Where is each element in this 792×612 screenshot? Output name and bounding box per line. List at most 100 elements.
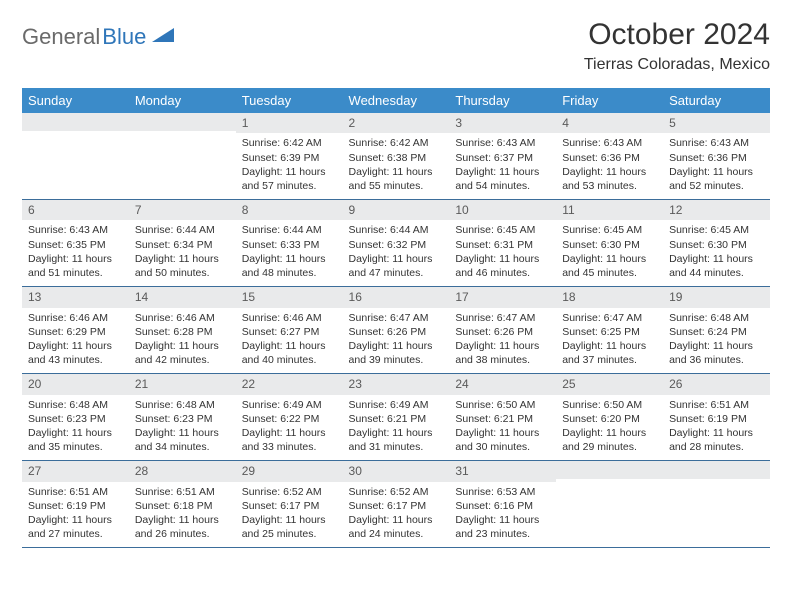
weekday-header: Saturday	[663, 88, 770, 113]
daylight-line: Daylight: 11 hours and 30 minutes.	[455, 426, 550, 454]
daylight-line: Daylight: 11 hours and 50 minutes.	[135, 252, 230, 280]
day-number: 9	[343, 200, 450, 220]
day-content: Sunrise: 6:45 AMSunset: 6:30 PMDaylight:…	[556, 220, 663, 286]
sunset-line: Sunset: 6:36 PM	[669, 151, 764, 165]
sunrise-line: Sunrise: 6:44 AM	[349, 223, 444, 237]
sunrise-line: Sunrise: 6:49 AM	[242, 398, 337, 412]
sunrise-line: Sunrise: 6:44 AM	[135, 223, 230, 237]
calendar-day-cell: 26Sunrise: 6:51 AMSunset: 6:19 PMDayligh…	[663, 374, 770, 461]
day-content: Sunrise: 6:43 AMSunset: 6:37 PMDaylight:…	[449, 133, 556, 199]
day-number	[129, 113, 236, 131]
calendar-day-cell: 13Sunrise: 6:46 AMSunset: 6:29 PMDayligh…	[22, 287, 129, 374]
calendar-day-cell: 30Sunrise: 6:52 AMSunset: 6:17 PMDayligh…	[343, 461, 450, 548]
sunset-line: Sunset: 6:19 PM	[28, 499, 123, 513]
daylight-line: Daylight: 11 hours and 43 minutes.	[28, 339, 123, 367]
day-content: Sunrise: 6:48 AMSunset: 6:24 PMDaylight:…	[663, 308, 770, 374]
daylight-line: Daylight: 11 hours and 37 minutes.	[562, 339, 657, 367]
sunrise-line: Sunrise: 6:48 AM	[669, 311, 764, 325]
daylight-line: Daylight: 11 hours and 25 minutes.	[242, 513, 337, 541]
calendar-week-row: 1Sunrise: 6:42 AMSunset: 6:39 PMDaylight…	[22, 113, 770, 200]
sunrise-line: Sunrise: 6:43 AM	[562, 136, 657, 150]
sunset-line: Sunset: 6:22 PM	[242, 412, 337, 426]
sunset-line: Sunset: 6:17 PM	[349, 499, 444, 513]
day-number: 3	[449, 113, 556, 133]
sunrise-line: Sunrise: 6:42 AM	[242, 136, 337, 150]
sunset-line: Sunset: 6:21 PM	[455, 412, 550, 426]
calendar-day-cell: 15Sunrise: 6:46 AMSunset: 6:27 PMDayligh…	[236, 287, 343, 374]
calendar-day-cell: 28Sunrise: 6:51 AMSunset: 6:18 PMDayligh…	[129, 461, 236, 548]
day-number: 27	[22, 461, 129, 481]
sunset-line: Sunset: 6:26 PM	[455, 325, 550, 339]
day-content: Sunrise: 6:49 AMSunset: 6:22 PMDaylight:…	[236, 395, 343, 461]
calendar-day-cell: 24Sunrise: 6:50 AMSunset: 6:21 PMDayligh…	[449, 374, 556, 461]
daylight-line: Daylight: 11 hours and 31 minutes.	[349, 426, 444, 454]
daylight-line: Daylight: 11 hours and 33 minutes.	[242, 426, 337, 454]
sunset-line: Sunset: 6:16 PM	[455, 499, 550, 513]
sunset-line: Sunset: 6:30 PM	[562, 238, 657, 252]
daylight-line: Daylight: 11 hours and 38 minutes.	[455, 339, 550, 367]
sunrise-line: Sunrise: 6:50 AM	[562, 398, 657, 412]
logo-text-blue: Blue	[102, 24, 146, 50]
sunrise-line: Sunrise: 6:51 AM	[669, 398, 764, 412]
day-number: 10	[449, 200, 556, 220]
day-content: Sunrise: 6:51 AMSunset: 6:19 PMDaylight:…	[22, 482, 129, 548]
calendar-day-cell: 18Sunrise: 6:47 AMSunset: 6:25 PMDayligh…	[556, 287, 663, 374]
calendar-week-row: 27Sunrise: 6:51 AMSunset: 6:19 PMDayligh…	[22, 461, 770, 548]
day-number: 31	[449, 461, 556, 481]
sunrise-line: Sunrise: 6:47 AM	[562, 311, 657, 325]
daylight-line: Daylight: 11 hours and 54 minutes.	[455, 165, 550, 193]
daylight-line: Daylight: 11 hours and 40 minutes.	[242, 339, 337, 367]
daylight-line: Daylight: 11 hours and 28 minutes.	[669, 426, 764, 454]
calendar-day-cell: 29Sunrise: 6:52 AMSunset: 6:17 PMDayligh…	[236, 461, 343, 548]
day-number: 17	[449, 287, 556, 307]
day-number: 8	[236, 200, 343, 220]
calendar-day-cell: 31Sunrise: 6:53 AMSunset: 6:16 PMDayligh…	[449, 461, 556, 548]
sunset-line: Sunset: 6:24 PM	[669, 325, 764, 339]
sunset-line: Sunset: 6:19 PM	[669, 412, 764, 426]
day-number: 11	[556, 200, 663, 220]
daylight-line: Daylight: 11 hours and 24 minutes.	[349, 513, 444, 541]
day-content: Sunrise: 6:46 AMSunset: 6:28 PMDaylight:…	[129, 308, 236, 374]
weekday-header: Monday	[129, 88, 236, 113]
day-content: Sunrise: 6:49 AMSunset: 6:21 PMDaylight:…	[343, 395, 450, 461]
day-content: Sunrise: 6:50 AMSunset: 6:20 PMDaylight:…	[556, 395, 663, 461]
sunrise-line: Sunrise: 6:50 AM	[455, 398, 550, 412]
sunrise-line: Sunrise: 6:51 AM	[28, 485, 123, 499]
day-number: 4	[556, 113, 663, 133]
day-content: Sunrise: 6:47 AMSunset: 6:26 PMDaylight:…	[343, 308, 450, 374]
sunset-line: Sunset: 6:32 PM	[349, 238, 444, 252]
daylight-line: Daylight: 11 hours and 26 minutes.	[135, 513, 230, 541]
day-number: 22	[236, 374, 343, 394]
calendar-head: SundayMondayTuesdayWednesdayThursdayFrid…	[22, 88, 770, 113]
sunrise-line: Sunrise: 6:48 AM	[135, 398, 230, 412]
sunset-line: Sunset: 6:34 PM	[135, 238, 230, 252]
calendar-body: 1Sunrise: 6:42 AMSunset: 6:39 PMDaylight…	[22, 113, 770, 548]
weekday-header: Tuesday	[236, 88, 343, 113]
day-content: Sunrise: 6:43 AMSunset: 6:36 PMDaylight:…	[663, 133, 770, 199]
sunset-line: Sunset: 6:37 PM	[455, 151, 550, 165]
weekday-header: Wednesday	[343, 88, 450, 113]
day-content: Sunrise: 6:45 AMSunset: 6:31 PMDaylight:…	[449, 220, 556, 286]
calendar-day-cell: 12Sunrise: 6:45 AMSunset: 6:30 PMDayligh…	[663, 200, 770, 287]
sunrise-line: Sunrise: 6:49 AM	[349, 398, 444, 412]
daylight-line: Daylight: 11 hours and 42 minutes.	[135, 339, 230, 367]
day-number: 14	[129, 287, 236, 307]
calendar-day-cell: 22Sunrise: 6:49 AMSunset: 6:22 PMDayligh…	[236, 374, 343, 461]
daylight-line: Daylight: 11 hours and 55 minutes.	[349, 165, 444, 193]
sunset-line: Sunset: 6:18 PM	[135, 499, 230, 513]
sunrise-line: Sunrise: 6:46 AM	[28, 311, 123, 325]
day-content: Sunrise: 6:50 AMSunset: 6:21 PMDaylight:…	[449, 395, 556, 461]
location: Tierras Coloradas, Mexico	[584, 56, 770, 74]
day-content: Sunrise: 6:52 AMSunset: 6:17 PMDaylight:…	[343, 482, 450, 548]
sunset-line: Sunset: 6:21 PM	[349, 412, 444, 426]
day-number	[22, 113, 129, 131]
calendar-day-cell: 23Sunrise: 6:49 AMSunset: 6:21 PMDayligh…	[343, 374, 450, 461]
day-content: Sunrise: 6:44 AMSunset: 6:32 PMDaylight:…	[343, 220, 450, 286]
sunset-line: Sunset: 6:36 PM	[562, 151, 657, 165]
weekday-header: Friday	[556, 88, 663, 113]
calendar-day-cell: 1Sunrise: 6:42 AMSunset: 6:39 PMDaylight…	[236, 113, 343, 200]
daylight-line: Daylight: 11 hours and 39 minutes.	[349, 339, 444, 367]
sunrise-line: Sunrise: 6:47 AM	[455, 311, 550, 325]
sunrise-line: Sunrise: 6:51 AM	[135, 485, 230, 499]
calendar-day-cell: 27Sunrise: 6:51 AMSunset: 6:19 PMDayligh…	[22, 461, 129, 548]
